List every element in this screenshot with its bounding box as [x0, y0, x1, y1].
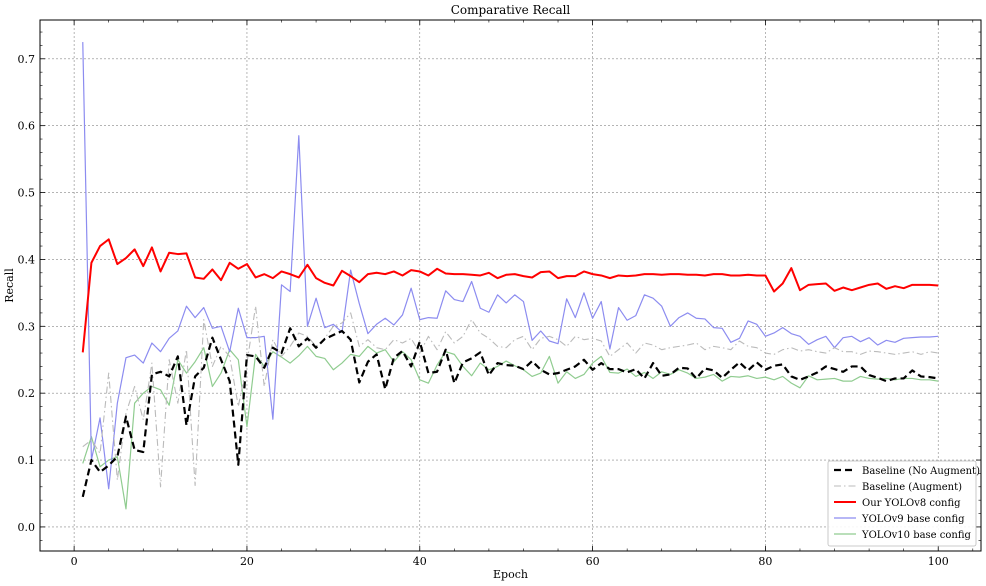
ticks: 0 20 40 60 80 100 0.0 0.1 0.2 0.3 0.4 0.5 0.6 0.7 [18, 20, 981, 568]
y-tick-label: 0.4 [18, 253, 36, 266]
legend: Baseline (No Augment) Baseline (Augment) O… [827, 460, 980, 547]
x-tick-label: 20 [240, 555, 254, 568]
y-tick-label: 0.5 [18, 187, 36, 200]
y-tick-label: 0.2 [18, 387, 36, 400]
x-tick-label: 40 [413, 555, 427, 568]
legend-label-2: Our YOLOv8 config [862, 498, 961, 509]
y-axis-label: Recall [3, 268, 16, 303]
chart-title: Comparative Recall [451, 3, 571, 17]
x-axis-label: Epoch [493, 568, 528, 581]
series-line-3 [82, 42, 939, 490]
series-group [81, 42, 939, 510]
x-tick-label: 80 [758, 555, 772, 568]
y-tick-label: 0.3 [18, 320, 36, 333]
plot-frame [39, 19, 982, 552]
legend-box [827, 460, 977, 547]
x-tick-label: 0 [71, 555, 78, 568]
y-tick-label: 0.0 [18, 521, 36, 534]
series-line-0 [81, 327, 939, 498]
series-line-4 [82, 345, 939, 510]
y-tick-label: 0.7 [18, 53, 36, 66]
legend-label-4: YOLOv10 base config [861, 530, 972, 541]
legend-label-3: YOLOv9 base config [861, 514, 965, 525]
series-line-1 [82, 305, 939, 488]
series-line-2 [81, 238, 939, 353]
x-tick-label: 60 [586, 555, 600, 568]
y-tick-label: 0.1 [18, 454, 36, 467]
y-tick-label: 0.6 [18, 120, 36, 133]
legend-label-1: Baseline (Augment) [862, 482, 962, 493]
legend-label-0: Baseline (No Augment) [862, 466, 980, 477]
grid [40, 20, 981, 551]
x-tick-label: 100 [928, 555, 949, 568]
